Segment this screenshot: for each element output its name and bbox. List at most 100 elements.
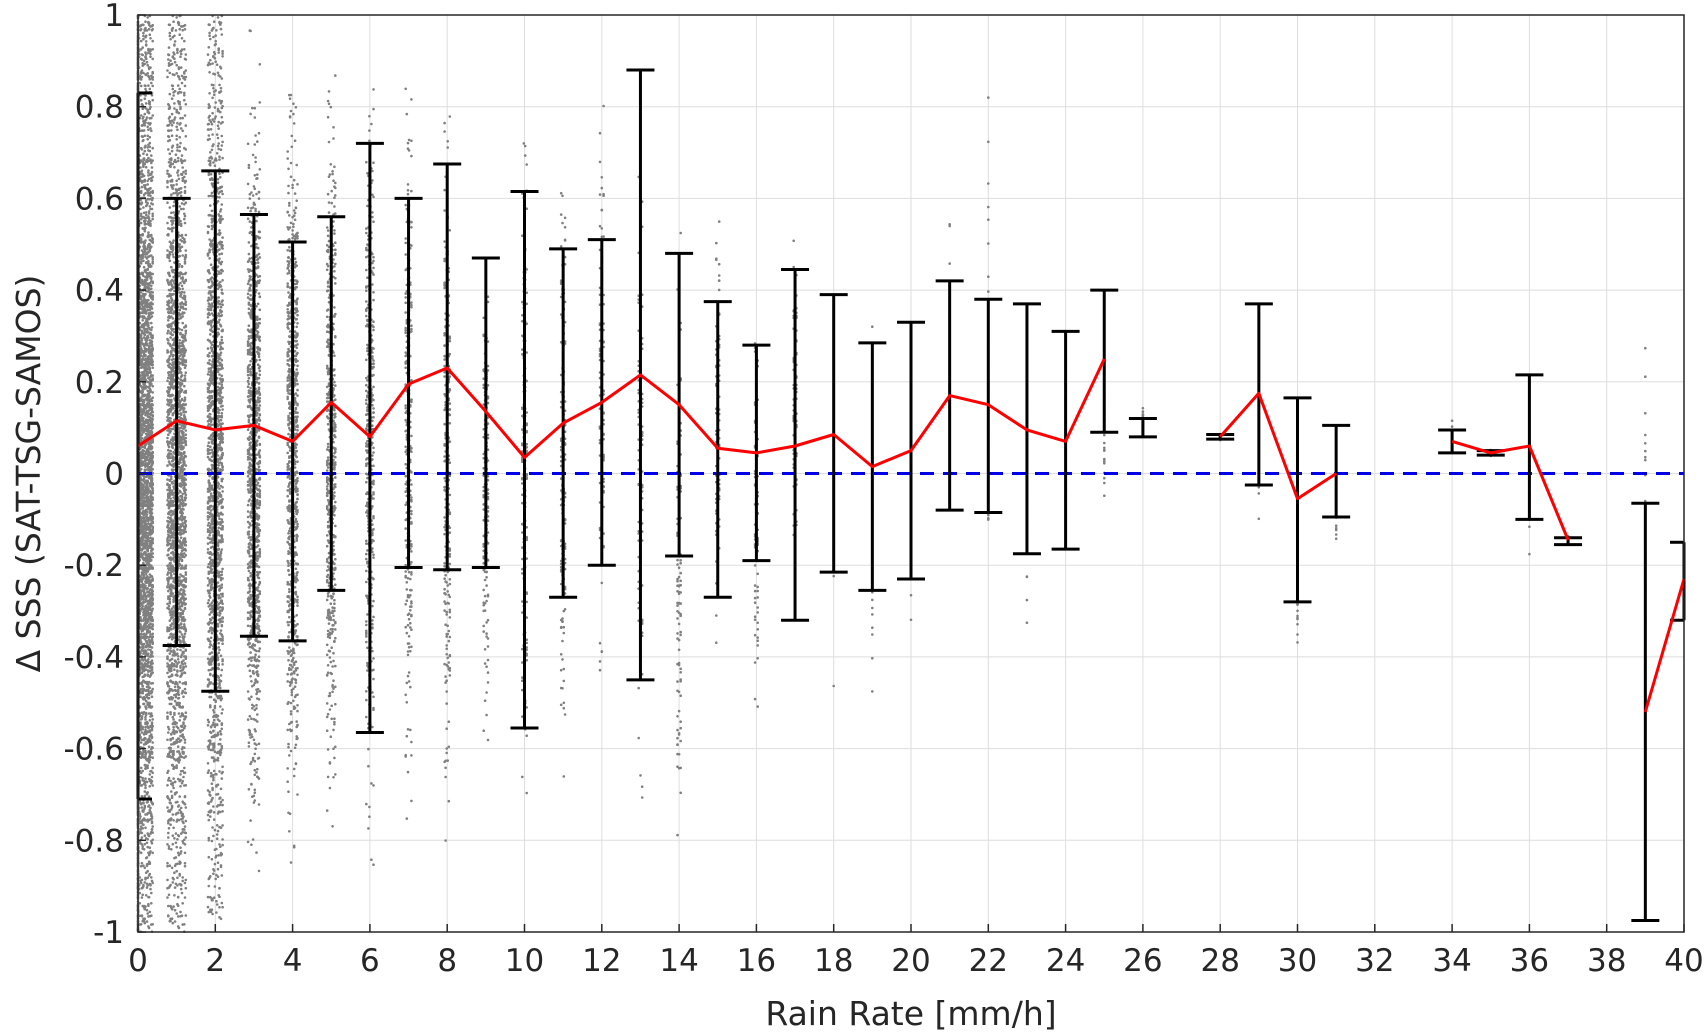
scatter-point bbox=[141, 135, 144, 139]
scatter-point bbox=[144, 784, 147, 787]
scatter-point bbox=[144, 374, 147, 378]
scatter-point bbox=[143, 112, 147, 116]
scatter-point bbox=[141, 445, 144, 449]
scatter-point bbox=[139, 39, 143, 43]
scatter-point bbox=[138, 81, 142, 85]
scatter-point bbox=[143, 917, 147, 920]
scatter-point bbox=[144, 43, 148, 46]
scatter-point bbox=[143, 124, 147, 127]
scatter-point bbox=[144, 53, 148, 56]
scatter-point bbox=[139, 334, 143, 338]
scatter-point bbox=[142, 259, 145, 263]
scatter-point bbox=[140, 201, 144, 204]
scatter-point bbox=[142, 561, 145, 565]
scatter-point bbox=[144, 715, 147, 719]
scatter-point bbox=[139, 462, 143, 465]
scatter-point bbox=[140, 682, 144, 686]
scatter-point bbox=[139, 431, 142, 435]
scatter-point bbox=[144, 905, 147, 908]
scatter-point bbox=[140, 58, 144, 61]
scatter-point bbox=[139, 615, 142, 619]
scatter-point bbox=[144, 353, 147, 357]
scatter-point bbox=[141, 53, 144, 57]
scatter-point bbox=[140, 861, 144, 865]
scatter-point bbox=[143, 149, 147, 153]
scatter-point bbox=[138, 891, 142, 895]
scatter-point bbox=[144, 121, 147, 124]
scatter-point bbox=[143, 881, 147, 884]
scatter-point bbox=[139, 815, 142, 818]
scatter-point bbox=[139, 575, 142, 578]
scatter-point bbox=[139, 78, 143, 81]
scatter-point bbox=[139, 512, 142, 515]
scatter-point bbox=[142, 158, 146, 162]
scatter-point bbox=[140, 738, 144, 742]
scatter-point bbox=[141, 319, 144, 322]
scatter-point bbox=[139, 28, 143, 31]
scatter-point bbox=[139, 221, 143, 225]
scatter-point bbox=[139, 775, 142, 779]
scatter-point bbox=[144, 144, 147, 148]
scatter-point bbox=[141, 358, 144, 362]
scatter-point bbox=[144, 572, 148, 576]
scatter-point bbox=[144, 737, 147, 740]
scatter-point bbox=[144, 878, 147, 881]
scatter-point bbox=[144, 26, 147, 30]
scatter-point bbox=[144, 584, 147, 588]
scatter-point bbox=[144, 292, 147, 296]
scatter-point bbox=[139, 344, 142, 348]
scatter-point bbox=[142, 400, 146, 404]
scatter-point bbox=[143, 446, 147, 450]
scatter-point bbox=[140, 436, 144, 440]
scatter-point bbox=[139, 864, 143, 868]
scatter-point bbox=[143, 333, 147, 337]
scatter-point bbox=[139, 632, 143, 636]
scatter-point bbox=[144, 777, 147, 780]
scatter-point bbox=[139, 851, 143, 855]
scatter-point bbox=[141, 123, 144, 127]
scatter-point bbox=[144, 57, 148, 60]
scatter-point bbox=[144, 192, 147, 195]
scatter-point bbox=[141, 727, 144, 731]
scatter-point bbox=[143, 866, 147, 870]
scatter-point bbox=[144, 20, 147, 24]
scatter-point bbox=[139, 166, 142, 169]
scatter-point bbox=[143, 673, 147, 676]
scatter-point bbox=[143, 134, 147, 137]
scatter-point bbox=[144, 826, 147, 830]
scatter-point bbox=[141, 271, 144, 275]
scatter-point bbox=[143, 921, 147, 925]
scatter-point bbox=[139, 508, 142, 511]
scatter-point bbox=[142, 59, 146, 62]
scatter-point bbox=[139, 237, 143, 241]
scatter-point bbox=[144, 239, 147, 242]
scatter-point bbox=[144, 707, 148, 710]
scatter-point bbox=[142, 206, 145, 209]
scatter-point bbox=[139, 593, 143, 596]
scatter-point bbox=[143, 97, 147, 100]
scatter-point bbox=[140, 914, 144, 918]
scatter-point bbox=[144, 711, 148, 715]
scatter-point bbox=[139, 240, 143, 244]
scatter-point bbox=[143, 794, 147, 798]
scatter-point bbox=[140, 360, 144, 364]
scatter-point bbox=[139, 609, 142, 613]
scatter-point bbox=[141, 776, 144, 780]
scatter-point bbox=[142, 37, 145, 41]
scatter-point bbox=[140, 329, 144, 333]
scatter-point bbox=[139, 98, 143, 102]
scatter-point bbox=[143, 842, 147, 846]
scatter-point bbox=[139, 771, 143, 774]
scatter-point bbox=[143, 249, 147, 252]
scatter-point bbox=[144, 519, 147, 522]
scatter-point bbox=[139, 803, 143, 806]
scatter-point bbox=[139, 646, 142, 649]
scatter-point bbox=[142, 129, 146, 132]
scatter-point bbox=[144, 34, 148, 38]
scatter-point bbox=[142, 138, 145, 142]
scatter-point bbox=[139, 695, 142, 698]
scatter-point bbox=[141, 390, 144, 394]
scatter-point bbox=[141, 845, 144, 848]
scatter-point bbox=[139, 396, 143, 400]
scatter-point bbox=[143, 907, 147, 911]
